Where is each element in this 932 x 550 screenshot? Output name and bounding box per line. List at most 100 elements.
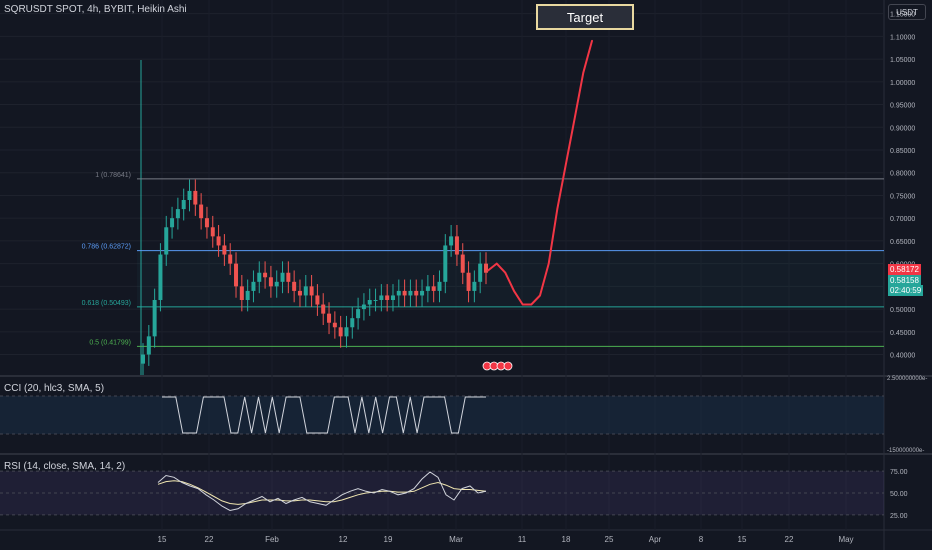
candle-body <box>385 295 390 300</box>
candle-body <box>268 277 273 287</box>
x-tick-label: Apr <box>649 535 662 544</box>
candle-body <box>146 336 151 355</box>
candle-body <box>408 290 413 296</box>
candle-body <box>350 318 355 328</box>
candle-body <box>297 290 302 296</box>
time-axis: 15 22 Feb 12 19 Mar 11 18 25 Apr 8 15 22 May <box>158 535 854 544</box>
chart-title: SQRUSDT SPOT, 4h, BYBIT, Heikin Ashi <box>4 4 187 15</box>
rsi-level-label: 25.00 <box>890 513 908 520</box>
prev-price-tag: 0.58158 <box>888 275 921 286</box>
candle-body <box>274 281 279 287</box>
candle-body <box>187 190 192 200</box>
candle-body <box>286 272 291 282</box>
candle-body <box>449 236 454 246</box>
fib-label: 0.786 (0.62872) <box>82 244 131 251</box>
rsi-level-label: 75.00 <box>890 469 908 476</box>
candle-body <box>373 300 378 301</box>
candle-body <box>321 304 326 314</box>
y-tick-label: 0.85000 <box>890 148 915 155</box>
x-tick-label: 25 <box>605 535 614 544</box>
candle-body <box>181 200 186 210</box>
candle-body <box>193 190 198 205</box>
y-tick-label: 0.45000 <box>890 330 915 337</box>
y-tick-label: 1.00000 <box>890 80 915 87</box>
candle-body <box>175 209 180 219</box>
y-tick-label: 0.70000 <box>890 216 915 223</box>
x-tick-label: May <box>838 535 853 544</box>
y-tick-label: 0.40000 <box>890 353 915 360</box>
cci-upper-label: 2.500000000e- <box>887 376 927 382</box>
event-marker-icon <box>503 361 513 371</box>
rsi-line <box>157 471 487 512</box>
candle-body <box>466 272 471 291</box>
candle-body <box>472 281 477 291</box>
cci-title: CCI (20, hlc3, SMA, 5) <box>4 383 105 394</box>
candle-body <box>141 354 145 364</box>
rsi-band <box>0 471 884 515</box>
x-tick-label: 22 <box>205 535 214 544</box>
rsi-level-label: 50.00 <box>890 491 908 498</box>
candle-body <box>158 254 163 300</box>
candle-body <box>338 327 343 337</box>
x-tick-label: 12 <box>339 535 348 544</box>
fib-label: 1 (0.78641) <box>95 172 131 179</box>
candle-body <box>443 245 448 282</box>
candle-body <box>204 218 209 228</box>
candle-body <box>263 272 268 278</box>
cci-pane: 2.500000000e- -150000000e- <box>0 376 927 454</box>
candle-body <box>152 300 157 337</box>
fib-zone <box>137 250 884 307</box>
candle-body <box>396 290 401 296</box>
y-tick-label: 0.75000 <box>890 193 915 200</box>
y-tick-label: 0.50000 <box>890 307 915 314</box>
y-tick-label: 1.05000 <box>890 57 915 64</box>
x-tick-label: 15 <box>738 535 747 544</box>
candle-body <box>484 263 488 273</box>
fib-label: 0.5 (0.41799) <box>89 339 131 346</box>
countdown-tag: 02:40:59 <box>888 285 924 296</box>
target-label: Target <box>536 4 634 30</box>
rsi-ma-line <box>157 480 487 505</box>
candle-body <box>425 286 430 291</box>
candle-body <box>332 322 337 328</box>
candle-body <box>315 295 320 305</box>
candle-body <box>222 245 227 255</box>
candle-body <box>361 304 366 310</box>
candle-body <box>309 286 314 296</box>
y-tick-label: 0.95000 <box>890 103 915 110</box>
candle-body <box>390 295 395 300</box>
candle-body <box>454 236 459 255</box>
cci-lower-label: -150000000e- <box>887 448 924 454</box>
y-tick-label: 0.65000 <box>890 239 915 246</box>
candle-body <box>210 227 215 237</box>
candle-body <box>303 286 308 296</box>
candle-body <box>216 236 221 246</box>
x-tick-label: 22 <box>785 535 794 544</box>
candle-body <box>251 281 256 291</box>
projection-path <box>487 39 593 306</box>
candle-body <box>356 309 361 319</box>
price-candles <box>141 179 513 375</box>
fib-label: 0.618 (0.50493) <box>82 300 131 307</box>
last-price-tag: 0.58172 <box>888 264 921 275</box>
currency-button[interactable]: USDT <box>888 4 926 20</box>
candle-body <box>437 281 442 291</box>
candle-body <box>431 286 436 291</box>
cci-band <box>0 396 884 434</box>
candle-body <box>280 272 285 282</box>
candle-body <box>245 290 250 300</box>
x-tick-label: Feb <box>265 535 279 544</box>
candle-body <box>257 272 262 282</box>
y-tick-label: 1.10000 <box>890 34 915 41</box>
candle-body <box>414 290 419 296</box>
y-tick-label: 0.90000 <box>890 125 915 132</box>
x-tick-label: 8 <box>699 535 704 544</box>
candle-body <box>478 263 483 282</box>
cci-line <box>162 396 486 434</box>
candle-body <box>344 327 349 337</box>
x-tick-label: 19 <box>384 535 393 544</box>
candle-body <box>170 218 175 228</box>
price-axis: 0.400000.450000.500000.550000.600000.650… <box>890 12 915 360</box>
candle-body <box>164 227 169 255</box>
